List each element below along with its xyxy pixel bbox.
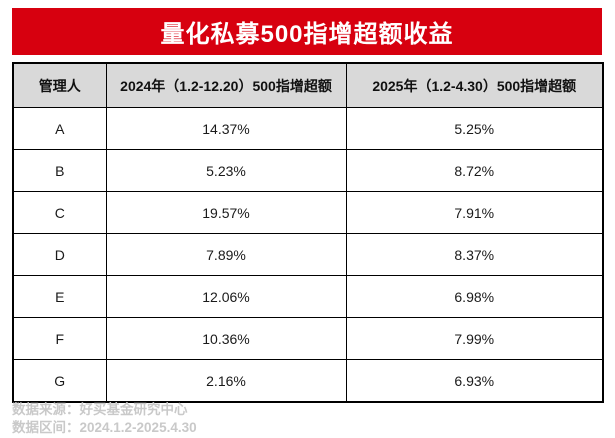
- manager-cell: E: [12, 275, 107, 318]
- table-row: B 5.23% 8.72%: [12, 149, 604, 192]
- manager-cell: F: [12, 317, 107, 360]
- manager-cell: B: [12, 149, 107, 192]
- column-header-2025-excess: 2025年（1.2-4.30）500指增超额: [345, 62, 604, 108]
- table-header-row: 管理人 2024年（1.2-12.20）500指增超额 2025年（1.2-4.…: [12, 62, 604, 108]
- excess-2024-cell: 10.36%: [105, 317, 347, 360]
- excess-2024-cell: 5.23%: [105, 149, 347, 192]
- manager-cell: D: [12, 233, 107, 276]
- table-row: G 2.16% 6.93%: [12, 359, 604, 403]
- excess-2024-cell: 14.37%: [105, 107, 347, 150]
- excess-2025-cell: 8.37%: [345, 233, 604, 276]
- column-header-manager: 管理人: [12, 62, 107, 108]
- table-row: F 10.36% 7.99%: [12, 317, 604, 360]
- table-row: D 7.89% 8.37%: [12, 233, 604, 276]
- excess-2024-cell: 12.06%: [105, 275, 347, 318]
- excess-return-table: 管理人 2024年（1.2-12.20）500指增超额 2025年（1.2-4.…: [12, 62, 604, 403]
- excess-2025-cell: 7.91%: [345, 191, 604, 234]
- table-row: A 14.37% 5.25%: [12, 107, 604, 150]
- excess-2025-cell: 8.72%: [345, 149, 604, 192]
- excess-2025-cell: 7.99%: [345, 317, 604, 360]
- excess-2025-cell: 5.25%: [345, 107, 604, 150]
- data-source-line: 数据来源：好买基金研究中心: [12, 402, 188, 417]
- excess-2025-cell: 6.98%: [345, 275, 604, 318]
- excess-2024-cell: 2.16%: [105, 359, 347, 403]
- manager-cell: C: [12, 191, 107, 234]
- excess-2024-cell: 19.57%: [105, 191, 347, 234]
- excess-2025-cell: 6.93%: [345, 359, 604, 403]
- table-row: E 12.06% 6.98%: [12, 275, 604, 318]
- manager-cell: A: [12, 107, 107, 150]
- page-title: 量化私募500指增超额收益: [160, 21, 454, 48]
- data-range-line: 数据区间：2024.1.2-2025.4.30: [12, 420, 197, 435]
- table-row: C 19.57% 7.91%: [12, 191, 604, 234]
- title-banner: 量化私募500指增超额收益: [12, 8, 602, 55]
- column-header-2024-excess: 2024年（1.2-12.20）500指增超额: [105, 62, 347, 108]
- manager-cell: G: [12, 359, 107, 403]
- excess-2024-cell: 7.89%: [105, 233, 347, 276]
- footer: 数据来源：好买基金研究中心 数据区间：2024.1.2-2025.4.30: [12, 401, 197, 437]
